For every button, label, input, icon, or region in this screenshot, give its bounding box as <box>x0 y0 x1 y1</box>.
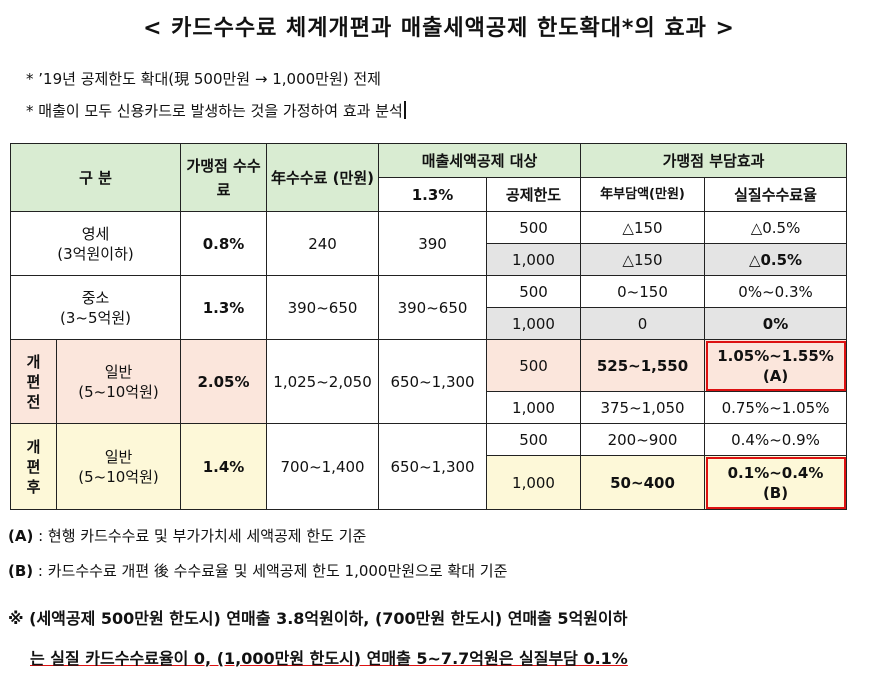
cell-limit: 500 <box>486 339 582 392</box>
cell-fee: 700~1,400 <box>266 423 380 510</box>
header-deduction-limit: 공제한도 <box>486 177 582 212</box>
note-assumption-card: * 매출이 모두 신용카드로 발생하는 것을 가정하여 효과 분석 <box>26 100 406 121</box>
remark-line-2: 는 실질 카드수수료율이 0, (1,000만원 한도시) 연매출 5~7.7억… <box>30 649 628 668</box>
page-title: < 카드수수료 체계개편과 매출세액공제 한도확대*의 효과 > <box>143 16 735 41</box>
header-annual-fee: 年수수료 (만원) <box>266 143 380 212</box>
text-cursor <box>403 101 406 119</box>
footnote-b: (B) : 카드수수료 개편 後 수수료율 및 세액공제 한도 1,000만원으… <box>8 560 507 581</box>
row-label-micro: 영세 (3억원이하) <box>9 211 182 276</box>
group-label-after: 개편후 <box>10 423 57 510</box>
note-text: * 매출이 모두 신용카드로 발생하는 것을 가정하여 효과 분석 <box>26 102 403 120</box>
cell-limit: 1,000 <box>486 455 582 510</box>
remark-line-1: ※ (세액공제 500만원 한도시) 연매출 3.8억원이하, (700만원 한… <box>8 609 628 628</box>
cell-burden: 200~900 <box>580 423 706 456</box>
cell-burden: 0~150 <box>580 275 706 308</box>
cell-limit: 1,000 <box>486 307 582 340</box>
cell-limit: 500 <box>486 275 582 308</box>
effect-table: 구 분 가맹점 수수료 年수수료 (만원) 매출세액공제 대상 가맹점 부담효과… <box>9 143 848 510</box>
header-burden-effect: 가맹점 부담효과 <box>580 143 848 178</box>
cell-burden: 50~400 <box>580 455 706 510</box>
cell-real-rate: △0.5% <box>704 211 848 244</box>
row-label-general-before: 일반 (5~10억원) <box>55 339 182 424</box>
group-label-text: 개편후 <box>26 437 41 496</box>
cell-burden: 0 <box>580 307 706 340</box>
footnote-b-text: : 카드수수료 개편 後 수수료율 및 세액공제 한도 1,000만원으로 확대… <box>33 562 508 580</box>
cell-deduction: 390~650 <box>378 275 488 340</box>
cell-real-rate-highlight-b: 0.1%~0.4% (B) <box>704 455 848 510</box>
header-deduction-rate: 1.3% <box>378 177 488 212</box>
cell-limit: 500 <box>486 211 582 244</box>
cell-real-rate: 0.4%~0.9% <box>704 423 848 456</box>
cell-real-rate-highlight-a: 1.05%~1.55% (A) <box>704 339 848 392</box>
header-annual-burden: 年부담액(만원) <box>580 177 706 212</box>
cell-real-rate: △0.5% <box>704 243 848 276</box>
cell-burden: △150 <box>580 243 706 276</box>
cell-rate: 0.8% <box>180 211 268 276</box>
cell-limit: 500 <box>486 423 582 456</box>
cell-fee: 240 <box>266 211 380 276</box>
cell-deduction: 390 <box>378 211 488 276</box>
header-rate: 가맹점 수수료 <box>180 143 268 212</box>
cell-fee: 390~650 <box>266 275 380 340</box>
cell-rate: 1.4% <box>180 423 268 510</box>
footnote-a-label: (A) <box>8 527 34 545</box>
cell-deduction: 650~1,300 <box>378 339 488 424</box>
row-label-general-after: 일반 (5~10억원) <box>55 423 182 510</box>
note-assumption-limit: * ’19년 공제한도 확대(現 500만원 → 1,000만원) 전제 <box>26 70 381 88</box>
group-label-text: 개편전 <box>26 352 41 411</box>
cell-real-rate: 0.75%~1.05% <box>704 391 848 424</box>
cell-deduction: 650~1,300 <box>378 423 488 510</box>
cell-limit: 1,000 <box>486 391 582 424</box>
cell-limit: 1,000 <box>486 243 582 276</box>
footnote-b-label: (B) <box>8 562 34 580</box>
cell-real-rate: 0% <box>704 307 848 340</box>
cell-burden: 375~1,050 <box>580 391 706 424</box>
cell-fee: 1,025~2,050 <box>266 339 380 424</box>
cell-real-rate: 0%~0.3% <box>704 275 848 308</box>
cell-burden: △150 <box>580 211 706 244</box>
header-deduction-target: 매출세액공제 대상 <box>378 143 582 178</box>
group-label-before: 개편전 <box>10 339 57 424</box>
header-gubun: 구 분 <box>9 143 182 212</box>
footnote-a-text: : 현행 카드수수료 및 부가가치세 세액공제 한도 기준 <box>33 527 367 545</box>
footnote-a: (A) : 현행 카드수수료 및 부가가치세 세액공제 한도 기준 <box>8 525 366 546</box>
row-label-small: 중소 (3~5억원) <box>9 275 182 340</box>
header-real-rate: 실질수수료율 <box>704 177 848 212</box>
cell-rate: 1.3% <box>180 275 268 340</box>
cell-burden: 525~1,550 <box>580 339 706 392</box>
cell-rate: 2.05% <box>180 339 268 424</box>
